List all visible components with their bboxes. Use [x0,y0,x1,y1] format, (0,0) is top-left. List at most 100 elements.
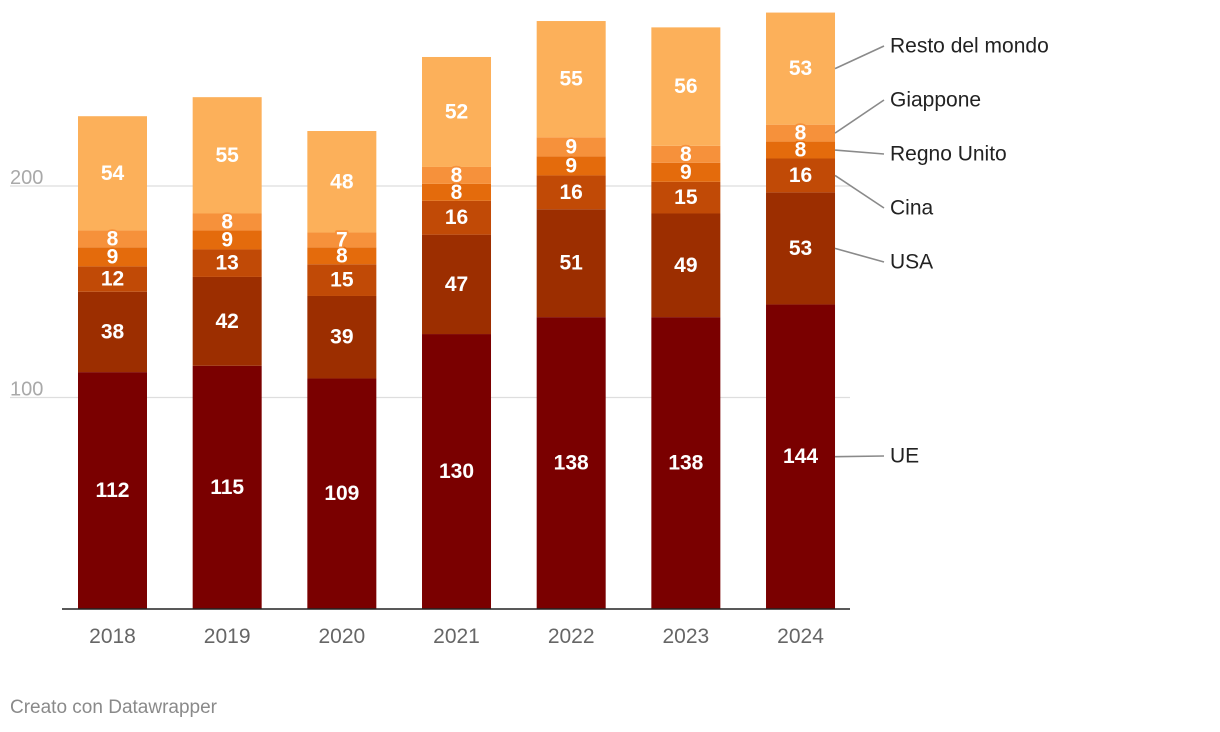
value-label-regno-unito-2018: 9 [107,245,119,268]
value-label-resto-del-mondo-2023: 56 [674,75,697,98]
value-label-resto-del-mondo-2020: 48 [330,170,354,193]
y-tick-label-100: 100 [10,379,43,401]
bar-resto-del-mondo-2019 [192,97,262,214]
bar-usa-2021 [422,234,492,335]
value-label-cina-2023: 15 [674,186,698,209]
value-label-regno-unito-2020: 8 [336,244,348,267]
bar-resto-del-mondo-2020 [307,131,377,233]
bar-cina-2019 [192,249,262,277]
value-label-ue-2018: 112 [96,479,130,502]
value-label-regno-unito-2022: 9 [565,154,577,177]
value-label-resto-del-mondo-2021: 52 [445,100,468,123]
bar-ue-2024 [766,304,836,609]
axes: 100 200 2018 2019 2020 2021 2022 2023 2024 [10,167,850,648]
legend-leader-resto-del-mondo [834,45,885,70]
value-label-cina-2021: 16 [445,206,468,229]
value-label-cina-2019: 13 [215,252,238,275]
bar-regno-unito-2019 [192,230,262,250]
bar-resto-del-mondo-2018 [78,116,147,231]
value-label-resto-del-mondo-2024: 53 [789,57,812,80]
value-label-regno-unito-2024: 8 [795,139,807,162]
y-tick-label-200: 200 [10,167,43,189]
credit-text: Creato con Datawrapper [10,697,217,718]
value-label-giappone-2023: 8 [680,143,692,166]
value-label-cina-2018: 12 [101,268,124,291]
bar-giappone-2019 [192,213,262,231]
bar-giappone-2021 [422,166,492,184]
legend-leader-ue [835,455,885,458]
legend-label-regno-unito: Regno Unito [890,143,1007,166]
x-tick-label-2024: 2024 [777,625,824,648]
value-label-giappone-2021: 8 [451,164,463,187]
bar-usa-2020 [307,295,377,379]
value-label-regno-unito-2023: 9 [680,161,692,184]
value-label-giappone-2018: 8 [107,227,119,250]
value-label-usa-2019: 42 [215,310,238,333]
value-label-usa-2022: 51 [560,252,584,275]
value-label-usa-2020: 39 [330,326,353,349]
bar-giappone-2020 [307,232,377,248]
bar-regno-unito-2021 [422,183,492,201]
legend-leader-regno-unito [834,149,885,155]
value-label-giappone-2020: 7 [336,228,348,251]
bar-cina-2021 [422,200,492,235]
x-tick-label-2020: 2020 [318,625,365,648]
bar-resto-del-mondo-2023 [651,27,721,146]
bar-resto-del-mondo-2022 [536,21,606,138]
value-label-giappone-2019: 8 [221,210,233,233]
bar-usa-2023 [651,213,721,318]
value-label-ue-2022: 138 [554,452,589,475]
value-label-resto-del-mondo-2018: 54 [101,162,125,185]
bar-regno-unito-2020 [307,247,377,265]
bar-ue-2018 [78,372,147,609]
legend-label-resto-del-mondo: Resto del mondo [890,35,1049,58]
bar-cina-2023 [651,181,721,214]
bar-usa-2018 [78,291,147,373]
value-label-regno-unito-2019: 9 [221,228,233,251]
value-label-ue-2020: 109 [324,482,359,505]
value-label-ue-2023: 138 [668,452,703,475]
bar-giappone-2023 [651,145,721,163]
bar-giappone-2024 [766,124,836,142]
x-tick-label-2022: 2022 [548,625,595,648]
value-label-usa-2024: 53 [789,237,812,260]
value-label-cina-2020: 15 [330,269,354,292]
x-tick-label-2021: 2021 [433,625,480,648]
legend-leader-giappone [834,99,885,134]
value-label-giappone-2024: 8 [795,122,807,145]
bar-usa-2019 [192,276,262,366]
bar-ue-2021 [422,334,492,609]
x-tick-label-2019: 2019 [204,625,251,648]
legend-label-ue: UE [890,445,919,468]
value-label-ue-2021: 130 [439,460,474,483]
legend-label-usa: USA [890,251,933,274]
bar-giappone-2018 [78,230,147,248]
value-label-cina-2022: 16 [560,181,583,204]
value-label-cina-2024: 16 [789,164,812,187]
value-label-usa-2018: 38 [101,320,125,343]
bar-ue-2022 [536,317,606,609]
value-label-giappone-2022: 9 [565,135,577,158]
bar-regno-unito-2023 [651,162,721,182]
bars [78,12,836,609]
value-label-usa-2021: 47 [445,273,468,296]
bar-usa-2022 [536,209,606,318]
bar-giappone-2022 [536,137,606,157]
bar-ue-2020 [307,378,377,609]
bar-resto-del-mondo-2024 [766,12,836,125]
bar-resto-del-mondo-2021 [422,56,492,167]
x-tick-label-2018: 2018 [89,625,136,648]
value-labels: 1123812985411542139855109391587481304716… [94,55,820,507]
bar-usa-2024 [766,192,836,305]
bar-ue-2023 [651,317,721,609]
bar-regno-unito-2024 [766,141,836,159]
value-label-ue-2019: 115 [210,476,244,499]
legend-label-cina: Cina [890,197,934,220]
legend: UE USA Cina Regno Unito Giappone Resto del mo… [834,35,1049,468]
bar-ue-2019 [192,365,262,609]
value-label-usa-2023: 49 [674,254,697,277]
value-label-ue-2024: 144 [783,445,818,468]
value-label-resto-del-mondo-2019: 55 [215,144,239,167]
bar-regno-unito-2018 [78,247,147,267]
